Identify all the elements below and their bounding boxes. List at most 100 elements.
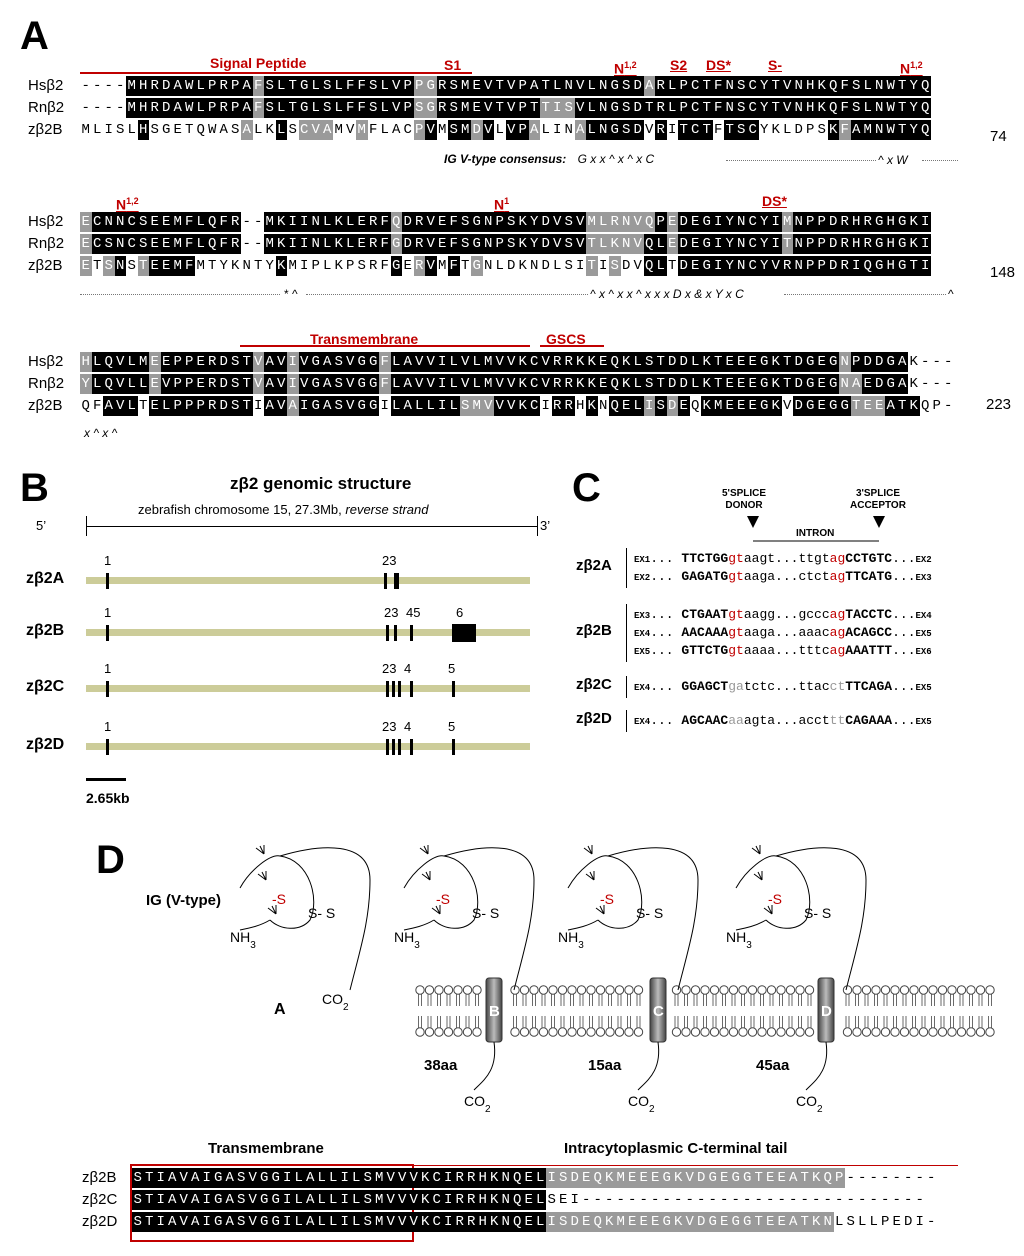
lipid-head-icon [453,985,463,995]
exon-block [398,681,401,697]
lipid-head-icon [700,985,710,995]
lipid-head-icon [871,1027,881,1037]
lipid-head-icon [519,1027,530,1037]
exon-block [386,681,389,697]
lipid-head-icon [918,985,929,995]
n1-label: N1 [494,196,510,213]
nh3-label: NH3 [558,929,584,951]
consensus-dotted-1b [922,160,958,161]
lipid-head-icon [852,985,862,995]
tail-length-label: 15aa [588,1057,622,1074]
disulfide-label: S- S [804,905,831,921]
lipid-head-icon [472,1027,482,1037]
glycosylation-icon [583,845,593,855]
chromosome-tick-left [86,516,87,536]
n12-label-1: N1,2 [614,60,637,77]
lipid-head-icon [937,985,948,995]
splice-junction-row: EX2... GAGATGgtaaga...ctctagTTCATG...EX3 [634,569,932,584]
lipid-head-icon [956,985,967,995]
free-cysteine-label: -S [272,891,286,907]
lipid-head-icon [890,985,900,995]
co2-label: CO2 [796,1093,823,1115]
tail-title: Intracytoplasmic C-terminal tail [564,1140,788,1157]
s1-label: S1 [444,57,462,73]
exon-number: 23 [382,661,397,676]
alignment-row-label: Rnβ2 [28,99,65,116]
lipid-head-icon [443,1027,454,1037]
panel-letter-d: D [96,838,125,882]
lipid-head-icon [909,985,919,995]
ig-domain-loop [567,855,643,929]
lipid-head-icon [681,985,691,995]
glycosylation-icon [431,905,441,915]
lipid-head-icon [766,985,777,995]
lipid-head-icon [738,985,748,995]
alignment-end-number: 148 [990,264,1016,281]
co2-label: CO2 [464,1093,491,1115]
lipid-head-icon [861,1027,872,1037]
exon-block [386,739,389,755]
splice-group-bracket [626,710,627,732]
exon-number: 45 [406,605,421,620]
lipid-head-icon [595,1027,606,1037]
lipid-head-icon [918,1027,929,1037]
lipid-head-icon [576,985,587,995]
lipid-head-icon [595,985,606,995]
lipid-head-icon [928,985,938,995]
consensus-label: IG V-type consensus [444,152,563,166]
tail-row-label: zβ2B [82,1169,117,1186]
splice-group-bracket [626,548,627,588]
lipid-head-icon [633,1027,644,1037]
lipid-head-icon [728,985,739,995]
lipid-head-icon [890,1027,900,1037]
alignment-row-label: Hsβ2 [28,213,64,230]
glycosylation-icon [267,905,277,915]
lipid-head-icon [747,985,758,995]
lipid-head-icon [614,1027,625,1037]
lipid-head-icon [690,1027,701,1037]
disulfide-label: S- S [636,905,663,921]
lipid-head-icon [424,1027,435,1037]
lipid-head-icon [709,985,720,995]
lipid-head-icon [975,1027,986,1037]
splice-junction-row: EX4... GGAGCTgatctc...ttacctTTCAGA...EX5 [634,679,932,694]
co2-label: CO2 [628,1093,655,1115]
s-minus-label: S- [768,57,782,73]
alignment-end-number: 223 [986,396,1012,413]
free-cysteine-label: -S [436,891,450,907]
ig-domain-loop [735,855,811,929]
tm-title: Transmembrane [208,1140,324,1157]
ig-domain-loop [403,855,479,929]
lipid-head-icon [738,1027,748,1037]
lipid-head-icon [415,985,425,995]
exon-block [452,739,455,755]
lipid-head-icon [690,985,701,995]
lipid-head-icon [985,1027,995,1037]
alignment-row-label: Rnβ2 [28,235,65,252]
glycosylation-icon [585,871,595,881]
lipid-head-icon [586,1027,596,1037]
lipid-head-icon [880,985,891,995]
transmembrane-bar [240,345,530,347]
consensus-pattern-2a: * ^ [284,287,298,301]
splice-junction-row: EX4... AGCAACaaagta...acctttCAGAAA...EX5 [634,713,932,728]
exon-block [106,625,109,641]
lipid-head-icon [557,985,568,995]
lipid-head-icon [880,1027,891,1037]
lipid-head-icon [757,985,767,995]
lipid-head-icon [709,1027,720,1037]
glycosylation-icon [255,845,265,855]
tail-red-line [414,1165,958,1166]
isoform-letter: C [653,1003,664,1020]
five-prime-label: 5’ [36,518,47,533]
tail-row-label: zβ2D [82,1213,118,1230]
exon-block [398,739,401,755]
panel-letter-b: B [20,466,49,510]
disulfide-label: S- S [308,905,335,921]
gene-locus-bar [86,685,530,692]
genomic-title: zβ2 genomic structure [230,474,412,493]
